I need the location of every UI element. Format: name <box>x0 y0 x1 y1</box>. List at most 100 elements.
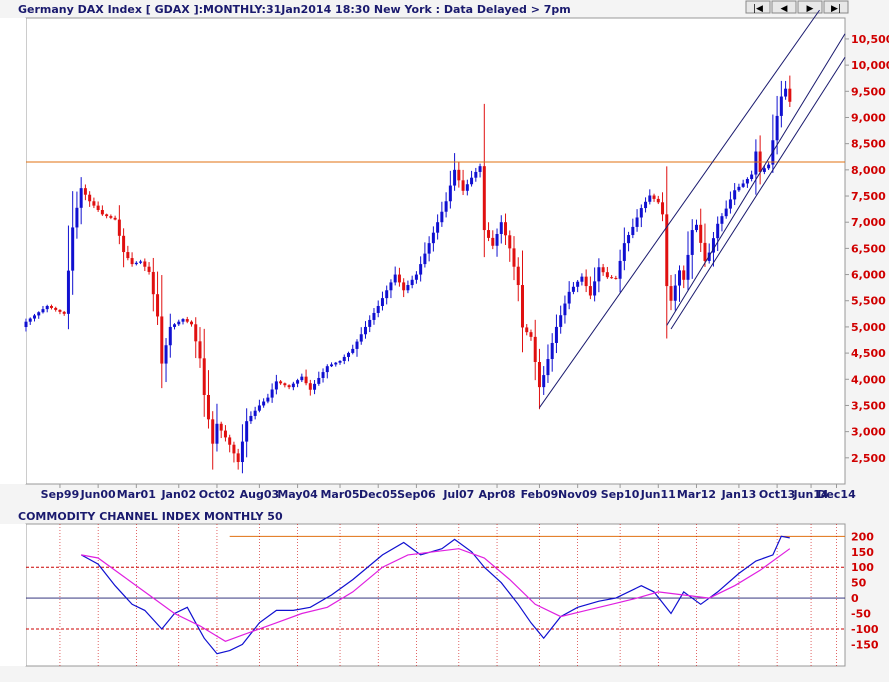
last-icon: ▶| <box>831 4 841 14</box>
x-tick-label: Mar01 <box>117 488 156 501</box>
candle <box>529 329 533 341</box>
candlestick-series <box>24 75 792 474</box>
price-tick-label: 4,500 <box>851 347 886 360</box>
candle <box>699 208 703 253</box>
cci-tick-label: 100 <box>851 561 874 574</box>
cci-tick-label: -150 <box>851 638 879 651</box>
candle <box>631 218 635 239</box>
candle <box>308 379 312 396</box>
candle <box>296 378 300 388</box>
candle <box>499 215 503 244</box>
price-tick-label: 8,500 <box>851 138 886 151</box>
candle <box>584 269 588 293</box>
x-tick-label: Mar05 <box>320 488 359 501</box>
candle <box>546 344 550 383</box>
candle <box>24 318 28 332</box>
cci-tick-label: -50 <box>851 608 871 621</box>
next-button[interactable]: ▶ <box>797 0 823 14</box>
candle <box>673 274 677 311</box>
candle <box>767 161 771 171</box>
candle <box>100 205 104 216</box>
candle <box>728 191 732 214</box>
candle <box>520 250 524 353</box>
x-tick-label: Aug03 <box>240 488 280 501</box>
candle <box>474 167 478 182</box>
candle <box>122 228 126 268</box>
candle <box>304 369 308 386</box>
candle <box>342 354 346 365</box>
candle <box>639 204 643 228</box>
candle <box>457 162 461 188</box>
candle <box>402 278 406 298</box>
candle <box>762 165 766 175</box>
candle <box>495 228 499 257</box>
candle <box>287 384 291 390</box>
price-tick-label: 10,000 <box>851 59 889 72</box>
candle <box>601 263 605 276</box>
price-tick-label: 4,000 <box>851 373 886 386</box>
candle <box>355 339 359 357</box>
candle <box>406 280 410 294</box>
cci-tick-label: 150 <box>851 546 874 559</box>
x-tick-label: Jan02 <box>160 488 196 501</box>
candle <box>669 274 673 311</box>
x-tick-label: Oct02 <box>199 488 235 501</box>
prev-icon: ◀ <box>781 4 788 14</box>
x-tick-label: Oct13 <box>759 488 795 501</box>
price-tick-label: 6,500 <box>851 242 886 255</box>
candle <box>66 225 70 330</box>
x-tick-label: Jun14 <box>793 488 829 501</box>
candle <box>754 139 758 195</box>
candle <box>32 313 36 322</box>
candle <box>177 319 181 326</box>
candle <box>610 275 614 279</box>
main-plot-area <box>25 17 846 485</box>
candle <box>223 425 227 442</box>
candle <box>313 380 317 395</box>
candle <box>576 279 580 293</box>
candle <box>741 179 745 188</box>
candle <box>724 200 728 219</box>
candle <box>274 374 278 395</box>
cci-y-axis: 200 150 100 50 0 -50 -100 -150 <box>851 530 879 651</box>
candle <box>779 80 783 128</box>
last-button[interactable]: ▶| <box>823 0 849 14</box>
candle <box>504 213 508 245</box>
price-tick-label: 2,500 <box>851 452 886 465</box>
candle <box>215 403 219 452</box>
candle <box>694 219 698 233</box>
candle <box>143 258 147 272</box>
candle <box>593 267 597 302</box>
prev-button[interactable]: ◀ <box>771 0 797 14</box>
candle <box>750 170 754 182</box>
candle <box>232 441 236 463</box>
candle <box>444 192 448 218</box>
candle <box>185 316 189 324</box>
candle <box>682 265 686 289</box>
candle <box>465 179 469 196</box>
trend-overlays <box>26 9 846 408</box>
candle <box>139 259 143 265</box>
candle <box>164 338 168 383</box>
x-tick-label: Mar12 <box>677 488 716 501</box>
candle <box>75 191 79 239</box>
candle <box>665 166 669 339</box>
navigation-toolbar: |◀ ◀ ▶ ▶| <box>745 0 849 14</box>
candle <box>516 257 520 302</box>
price-tick-label: 6,000 <box>851 269 886 282</box>
candle <box>202 328 206 417</box>
price-tick-label: 3,500 <box>851 399 886 412</box>
candle <box>376 300 380 318</box>
x-tick-label: Jan13 <box>721 488 757 501</box>
candle <box>211 411 215 470</box>
candle <box>134 261 138 266</box>
first-button[interactable]: |◀ <box>745 0 771 14</box>
price-tick-label: 7,000 <box>851 216 886 229</box>
x-tick-label: May04 <box>277 488 318 501</box>
candle <box>151 257 155 312</box>
candle <box>478 163 482 178</box>
candle <box>266 393 270 404</box>
candle <box>423 242 427 268</box>
x-tick-label: Sep06 <box>397 488 436 501</box>
